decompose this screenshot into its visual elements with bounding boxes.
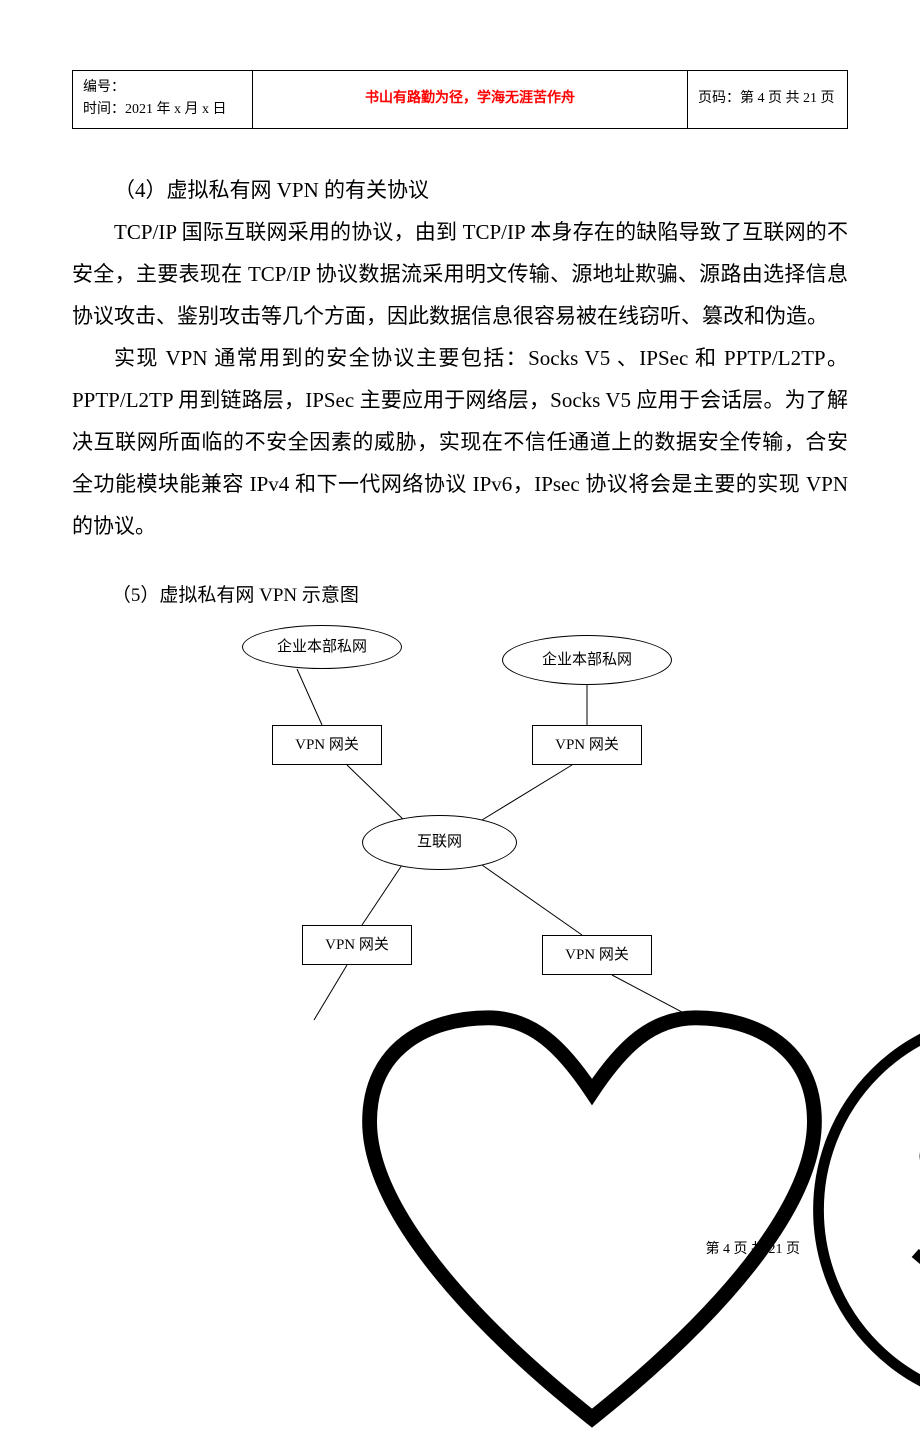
diagram-node-c0: 互联网 (362, 815, 517, 870)
header-left-cell: 编号： 时间：2021 年 x 月 x 日 (73, 71, 253, 129)
heart-icon (272, 1003, 912, 1433)
page-footer: 第 4 页 共 21 页 (706, 1238, 801, 1258)
paragraph-1: TCP/IP 国际互联网采用的协议，由到 TCP/IP 本身存在的缺陷导致了互联… (72, 211, 848, 337)
diagram-node-r3: VPN 网关 (302, 925, 412, 965)
header-page-label: 页码：第 4 页 共 21 页 (688, 71, 848, 129)
paragraph-2: 实现 VPN 通常用到的安全协议主要包括：Socks V5 、IPSec 和 P… (72, 337, 848, 547)
document-body: （4）虚拟私有网 VPN 的有关协议 TCP/IP 国际互联网采用的协议，由到 … (72, 169, 848, 1055)
diagram-edge (314, 965, 347, 1020)
smile-icon (692, 995, 920, 1425)
diagram-node-e2: 企业本部私网 (502, 635, 672, 685)
section-5-heading: （5）虚拟私有网 VPN 示意图 (72, 577, 848, 615)
doc-date-label: 时间：2021 年 x 月 x 日 (83, 99, 242, 121)
diagram-node-r4: VPN 网关 (542, 935, 652, 975)
diagram-edge (347, 765, 407, 823)
section-4-heading: （4）虚拟私有网 VPN 的有关协议 (72, 169, 848, 211)
diagram-node-e1: 企业本部私网 (242, 625, 402, 669)
diagram-edge (362, 865, 402, 925)
diagram-edge (297, 669, 322, 725)
diagram-edge (482, 765, 572, 820)
diagram-node-r1: VPN 网关 (272, 725, 382, 765)
vpn-diagram: 企业本部私网企业本部私网VPN 网关VPN 网关互联网VPN 网关VPN 网关 (162, 625, 802, 1055)
diagram-edge (482, 865, 582, 935)
diagram-node-r2: VPN 网关 (532, 725, 642, 765)
diagram-edge (612, 975, 697, 1020)
header-table: 编号： 时间：2021 年 x 月 x 日 书山有路勤为径，学海无涯苦作舟 页码… (72, 70, 848, 129)
doc-id-label: 编号： (83, 77, 242, 99)
header-motto: 书山有路勤为径，学海无涯苦作舟 (253, 71, 688, 129)
